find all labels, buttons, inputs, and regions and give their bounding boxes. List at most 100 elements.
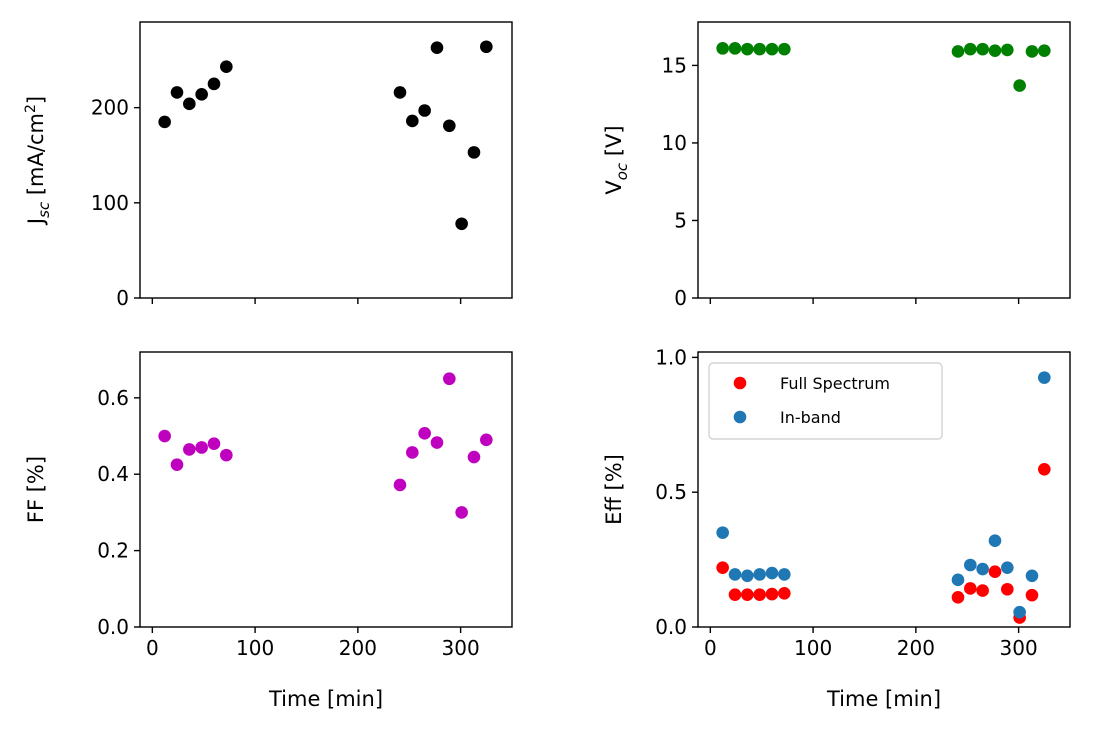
data-point xyxy=(1025,569,1039,583)
data-point xyxy=(765,566,779,580)
axes-frame xyxy=(697,351,1071,628)
legend-label: In-band xyxy=(780,408,841,427)
data-point xyxy=(988,534,1002,548)
data-point xyxy=(455,217,468,231)
legend-box xyxy=(708,362,943,440)
data-point xyxy=(393,478,407,492)
x-axis-label: Time [min] xyxy=(268,687,383,711)
data-point xyxy=(480,433,493,447)
y-axis-label: Voc [V] xyxy=(602,125,631,194)
data-point xyxy=(976,584,989,597)
data-point xyxy=(1013,605,1026,619)
data-point xyxy=(988,44,1002,57)
chart-panel-1: 0 5 10 15 Voc [V] xyxy=(602,21,1071,310)
data-point xyxy=(1025,45,1039,58)
data-point xyxy=(158,429,171,443)
y-tick-label: 100 xyxy=(91,191,129,215)
chart-panel-2: 0 100 200 300 0.0 0.2 0.4 0.6 Time [min] FF [%] xyxy=(24,351,513,711)
y-tick-label: 0.6 xyxy=(97,386,129,410)
data-point xyxy=(430,41,444,54)
data-point xyxy=(455,506,468,519)
data-point xyxy=(716,42,729,55)
y-tick-label: 5 xyxy=(674,208,687,232)
axes-frame xyxy=(139,21,513,299)
data-point xyxy=(158,115,171,129)
data-point xyxy=(988,565,1002,579)
x-tick-label: 100 xyxy=(794,636,832,660)
data-point xyxy=(741,42,754,56)
data-point xyxy=(170,86,184,99)
data-point xyxy=(716,526,729,539)
data-point xyxy=(183,97,196,111)
y-axis-label: Jsc [mA/cm2] xyxy=(23,96,53,226)
y-tick-label: 0.2 xyxy=(97,539,129,563)
data-point xyxy=(1038,462,1051,476)
data-point xyxy=(170,458,184,471)
data-point xyxy=(765,42,779,56)
data-point xyxy=(393,86,407,99)
data-point xyxy=(753,42,766,56)
data-point xyxy=(1001,43,1014,57)
data-point xyxy=(183,443,196,456)
data-point xyxy=(418,427,431,440)
data-point xyxy=(430,436,444,449)
data-point xyxy=(195,88,208,101)
data-point xyxy=(951,573,965,587)
data-point xyxy=(467,146,481,159)
data-point xyxy=(467,450,481,464)
data-point xyxy=(964,42,977,56)
x-tick-label: 300 xyxy=(442,636,480,660)
data-point xyxy=(951,591,965,604)
data-point xyxy=(207,437,221,450)
x-tick-label: 200 xyxy=(897,636,935,660)
x-tick-label: 200 xyxy=(339,636,377,660)
data-point xyxy=(741,588,754,601)
data-point xyxy=(716,561,729,574)
data-point xyxy=(1038,44,1051,57)
data-point xyxy=(741,569,754,583)
legend: Full Spectrum In-band xyxy=(708,362,943,440)
y-axis-label: Eff [%] xyxy=(602,454,626,525)
y-axis-label: FF [%] xyxy=(24,456,48,523)
y-tick-label: 0.4 xyxy=(97,462,129,486)
data-point xyxy=(753,588,766,601)
data-point xyxy=(728,42,742,55)
axes-frame xyxy=(139,351,513,628)
y-tick-label: 200 xyxy=(91,96,129,120)
data-point xyxy=(1001,582,1014,596)
data-point xyxy=(951,45,965,58)
legend-marker xyxy=(733,410,747,424)
chart-panel-3: 0 100 200 300 0.0 0.5 1.0 Time [min] Eff [%] Full… xyxy=(602,345,1071,711)
data-point xyxy=(778,586,791,600)
x-tick-label: 0 xyxy=(146,636,159,660)
data-point xyxy=(220,60,233,74)
legend-label: Full Spectrum xyxy=(780,374,890,393)
y-tick-label: 15 xyxy=(662,53,687,77)
data-point xyxy=(964,582,977,595)
data-point xyxy=(207,77,221,91)
data-point xyxy=(753,568,766,581)
data-point xyxy=(195,441,208,454)
y-tick-label: 1.0 xyxy=(655,345,687,369)
data-point xyxy=(1038,371,1051,384)
y-tick-label: 0 xyxy=(674,286,687,310)
y-tick-label: 0 xyxy=(116,286,129,310)
y-tick-label: 0.0 xyxy=(655,615,687,639)
chart-panel-0: 0 100 200 Jsc [mA/cm2] xyxy=(23,21,513,310)
data-point xyxy=(480,40,493,54)
data-point xyxy=(1025,588,1039,602)
axes-frame xyxy=(697,21,1071,299)
data-point xyxy=(765,587,779,601)
data-point xyxy=(728,588,742,601)
data-point xyxy=(406,446,419,459)
data-point xyxy=(1013,79,1026,92)
data-point xyxy=(1001,561,1014,574)
x-tick-label: 0 xyxy=(704,636,717,660)
data-point xyxy=(728,568,742,581)
x-axis-label: Time [min] xyxy=(826,687,941,711)
data-point xyxy=(443,119,456,133)
legend-marker xyxy=(733,376,747,390)
data-point xyxy=(778,42,791,56)
data-point xyxy=(220,448,233,462)
